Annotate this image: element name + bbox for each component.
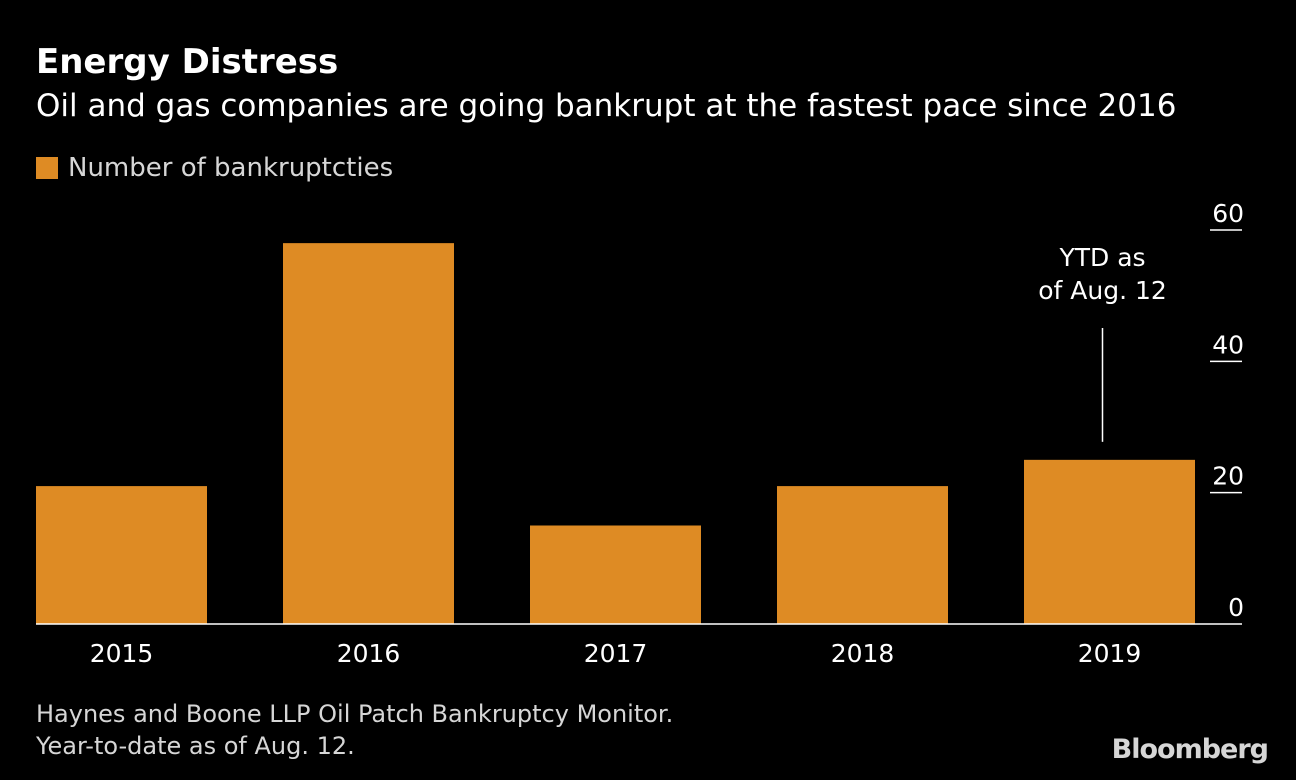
bar-2016 [283,243,454,624]
bar-2017 [530,525,701,624]
bar-2015 [36,486,207,624]
x-tick-label-2015: 2015 [90,639,154,668]
bar-2019 [1024,459,1195,624]
legend: Number of bankruptcties [36,150,393,186]
y-tick-label-0: 0 [1228,593,1244,622]
source-line-1: Haynes and Boone LLP Oil Patch Bankruptc… [36,700,674,728]
y-tick-label-40: 40 [1212,330,1244,359]
annotation: YTD as of Aug. 12 [1038,243,1167,442]
source-line-2: Year-to-date as of Aug. 12. [36,732,355,760]
x-tick-label-2019: 2019 [1078,639,1142,668]
legend-swatch [36,157,58,179]
y-tick-label-60: 60 [1212,199,1244,228]
x-tick-labels: 2015 2016 2017 2018 2019 [90,639,1142,668]
source-note: Haynes and Boone LLP Oil Patch Bankruptc… [36,698,673,762]
x-tick-label-2018: 2018 [831,639,895,668]
x-tick-label-2016: 2016 [337,639,401,668]
legend-label: Number of bankruptcties [68,153,394,183]
annotation-line-1: YTD as [1058,243,1145,272]
annotation-line-2: of Aug. 12 [1038,276,1167,305]
bloomberg-logo: Bloomberg [1111,734,1269,765]
y-tick-label-20: 20 [1212,462,1244,491]
x-tick-label-2017: 2017 [584,639,648,668]
bars-layer [36,243,1195,624]
chart-title: Energy Distress [36,42,339,82]
y-axis: 0 20 40 60 [1210,199,1244,622]
chart-subtitle: Oil and gas companies are going bankrupt… [36,88,1177,124]
bar-2018 [777,486,948,624]
